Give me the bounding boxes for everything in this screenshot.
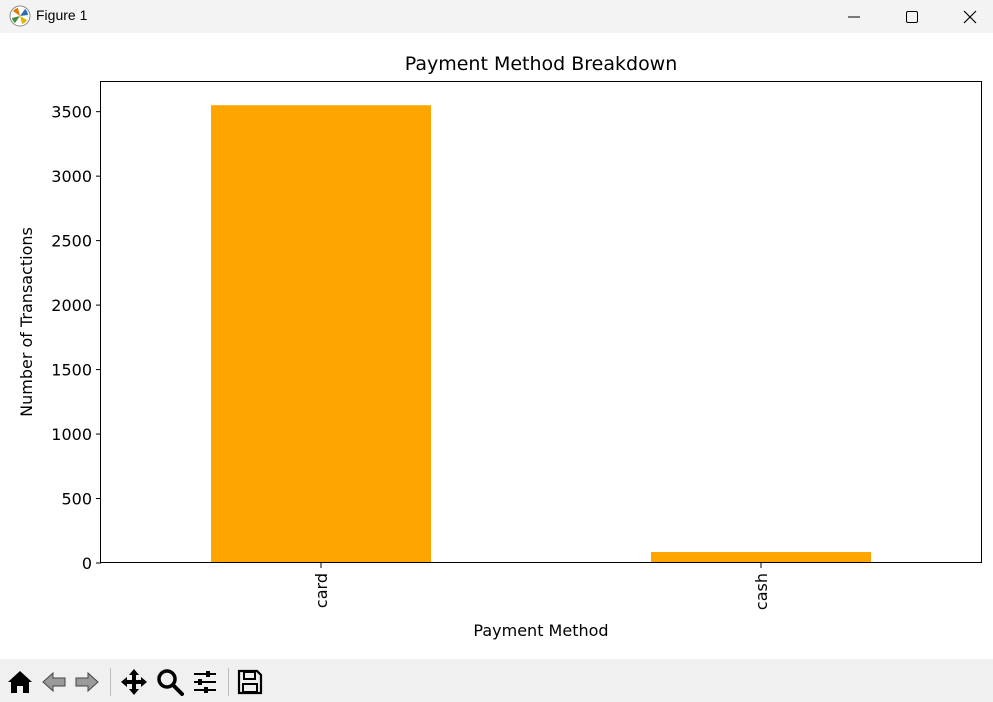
- forward-icon: [75, 671, 99, 693]
- toolbar-separator: [110, 668, 111, 696]
- y-tick-label: 1000: [51, 425, 92, 444]
- minimize-button[interactable]: [831, 0, 877, 33]
- pan-icon: [121, 669, 147, 695]
- back-icon: [42, 671, 66, 693]
- pan-button[interactable]: [119, 667, 149, 697]
- configure-subplots-icon: [194, 671, 216, 693]
- close-button[interactable]: [947, 0, 993, 33]
- x-axis-label: Payment Method: [473, 621, 608, 640]
- bar-card: [211, 105, 431, 564]
- home-icon: [8, 671, 32, 693]
- y-tick-label: 1500: [51, 361, 92, 380]
- toolbar-separator: [228, 668, 229, 696]
- figure-canvas[interactable]: Payment Method Breakdown 0 500 1000 1500 200…: [0, 33, 993, 659]
- maximize-icon: [906, 10, 918, 23]
- axes-frame: [100, 81, 982, 563]
- matplotlib-app-icon: [9, 5, 31, 27]
- zoom-button[interactable]: [155, 667, 185, 697]
- window-title: Figure 1: [36, 7, 88, 23]
- y-tick-label: 500: [61, 490, 92, 509]
- x-tick-label: cash: [752, 573, 771, 610]
- y-axis-label: Number of Transactions: [17, 227, 36, 417]
- forward-button[interactable]: [72, 667, 102, 697]
- y-tick-label: 2500: [51, 232, 92, 251]
- y-tick-label: 3500: [51, 103, 92, 122]
- navigation-toolbar: [0, 659, 993, 702]
- title-bar[interactable]: Figure 1: [0, 0, 993, 33]
- chart-title: Payment Method Breakdown: [405, 53, 678, 75]
- bar-chart: Payment Method Breakdown 0 500 1000 1500 200…: [17, 53, 982, 640]
- zoom-icon: [157, 669, 184, 696]
- maximize-button[interactable]: [889, 0, 935, 33]
- save-icon: [237, 669, 263, 695]
- save-button[interactable]: [235, 667, 265, 697]
- y-tick-label: 0: [82, 554, 92, 573]
- y-tick-label: 2000: [51, 296, 92, 315]
- minimize-icon: [848, 16, 860, 17]
- home-button[interactable]: [5, 667, 35, 697]
- close-icon: [963, 10, 977, 23]
- configure-subplots-button[interactable]: [190, 667, 220, 697]
- back-button[interactable]: [39, 667, 69, 697]
- x-tick-label: card: [312, 573, 331, 608]
- y-tick-label: 3000: [51, 167, 92, 186]
- bar-cash: [651, 552, 871, 563]
